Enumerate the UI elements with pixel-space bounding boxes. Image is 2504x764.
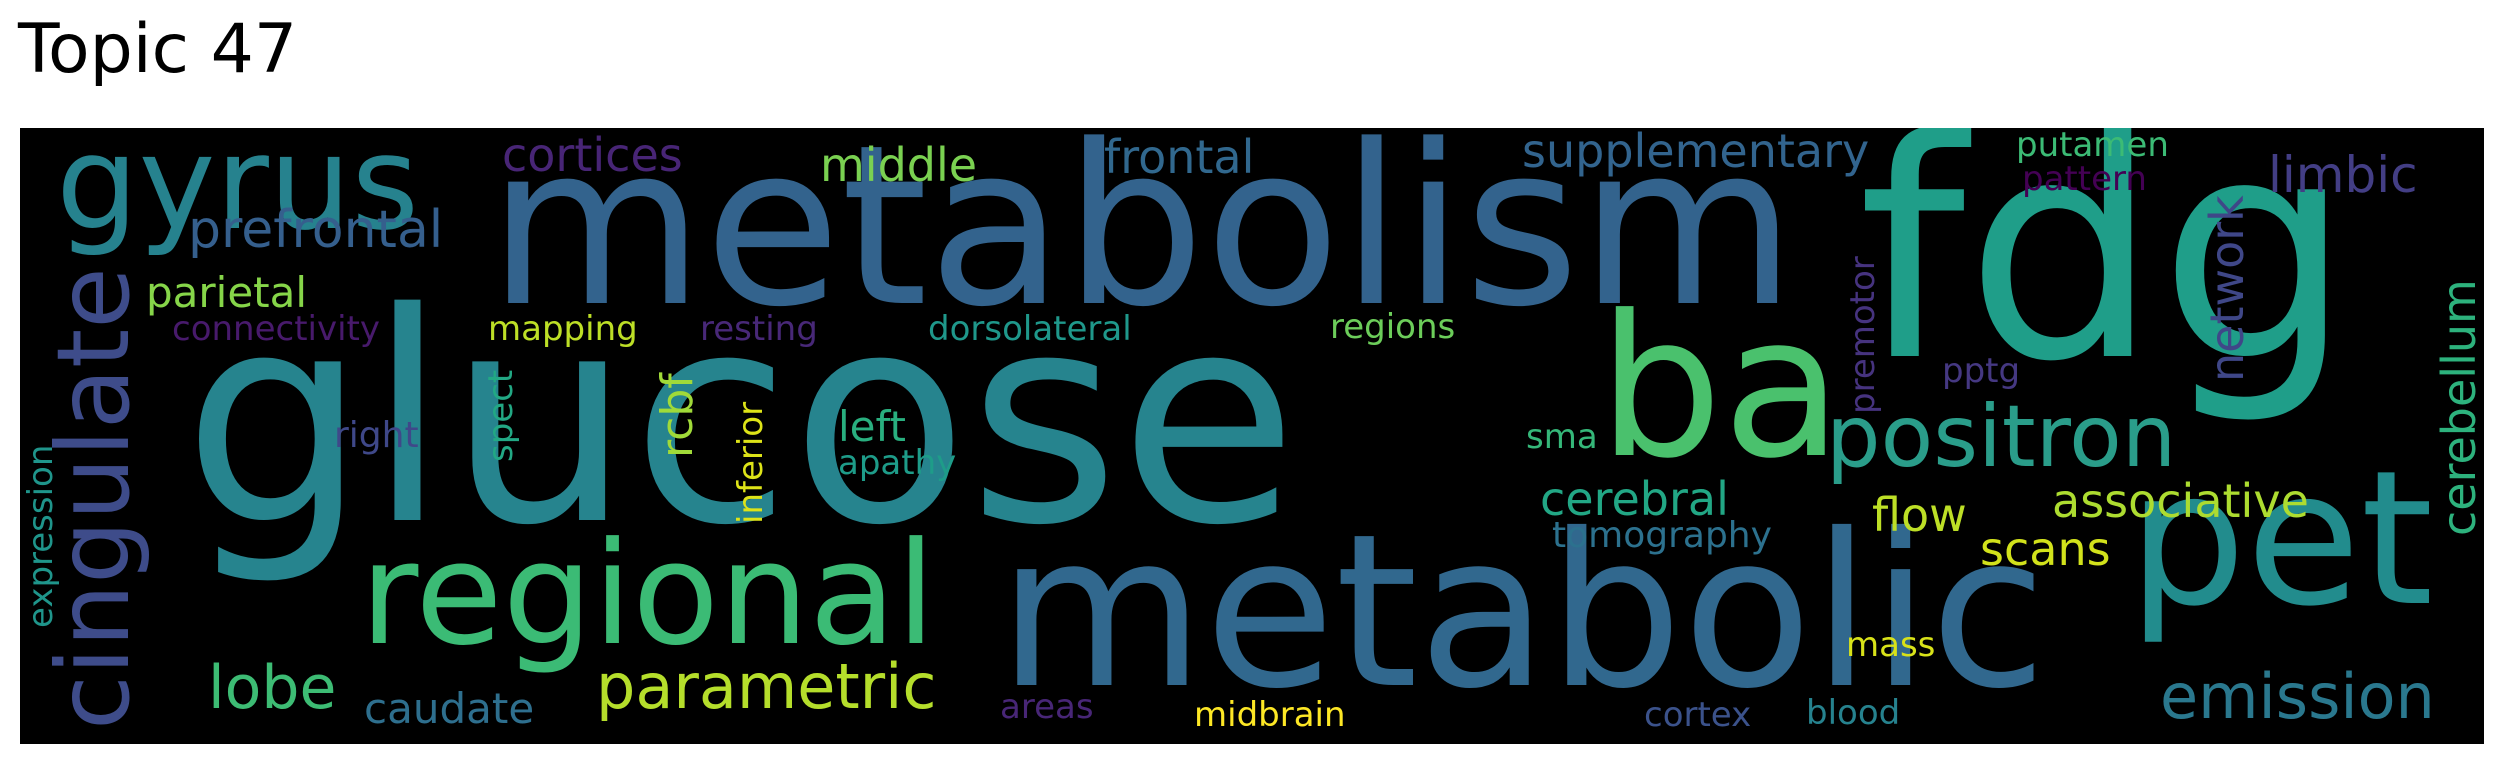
word-apathy: apathy xyxy=(838,443,957,483)
word-cerebral: cerebral xyxy=(1540,472,1729,526)
word-cerebellum: cerebellum xyxy=(2432,279,2484,536)
word-blood: blood xyxy=(1806,693,1901,733)
word-dorsolateral: dorsolateral xyxy=(928,309,1132,349)
word-fdg: fdg xyxy=(1858,128,2353,428)
word-supplementary: supplementary xyxy=(1522,128,1870,178)
word-prefrontal: prefrontal xyxy=(188,200,444,260)
word-metabolic: metabolic xyxy=(998,488,2047,735)
word-ba: ba xyxy=(1598,274,1843,502)
word-putamen: putamen xyxy=(2016,128,2169,165)
word-middle: middle xyxy=(820,138,978,192)
word-emission: emission xyxy=(2160,660,2435,733)
word-positron: positron xyxy=(1826,387,2177,487)
word-metabolism: metabolism xyxy=(488,128,1796,356)
word-resting: resting xyxy=(700,309,818,349)
word-spect: spect xyxy=(481,369,521,462)
word-midbrain: midbrain xyxy=(1194,695,1346,735)
word-premotor: premotor xyxy=(1843,256,1883,414)
word-glucose: glucose xyxy=(183,252,1298,589)
wordcloud-canvas: glucose metabolism fdg metabolic pet ba … xyxy=(20,128,2484,744)
word-pptg: pptg xyxy=(1942,351,2021,391)
word-inferior: inferior xyxy=(731,401,771,524)
word-associative: associative xyxy=(2052,474,2309,528)
word-scans: scans xyxy=(1980,522,2111,576)
word-right: right xyxy=(334,415,419,456)
word-left: left xyxy=(838,402,907,451)
word-lobe: lobe xyxy=(208,653,337,723)
word-flow: flow xyxy=(1872,488,1967,542)
word-parametric: parametric xyxy=(596,650,937,723)
word-cortices: cortices xyxy=(502,128,683,182)
word-frontal: frontal xyxy=(1104,130,1255,184)
word-cortex: cortex xyxy=(1644,695,1752,735)
word-expression: expression xyxy=(21,444,61,628)
word-gyrus: gyrus xyxy=(56,128,420,259)
word-regions: regions xyxy=(1330,307,1456,347)
word-sma: sma xyxy=(1526,417,1598,457)
word-connectivity: connectivity xyxy=(172,309,381,349)
word-rcbf: rcbf xyxy=(652,373,703,458)
word-network: network xyxy=(2200,195,2254,382)
word-regional: regional xyxy=(360,512,936,677)
word-areas: areas xyxy=(1000,687,1094,727)
word-tomography: tomography xyxy=(1552,515,1772,556)
word-limbic: limbic xyxy=(2268,146,2418,204)
word-mapping: mapping xyxy=(488,309,638,349)
word-pet: pet xyxy=(2128,430,2434,647)
word-parietal: parietal xyxy=(146,268,308,317)
word-mass: mass xyxy=(1846,625,1936,665)
word-caudate: caudate xyxy=(364,684,535,733)
word-pattern: pattern xyxy=(2022,159,2147,199)
figure-title: Topic 47 xyxy=(18,10,298,89)
